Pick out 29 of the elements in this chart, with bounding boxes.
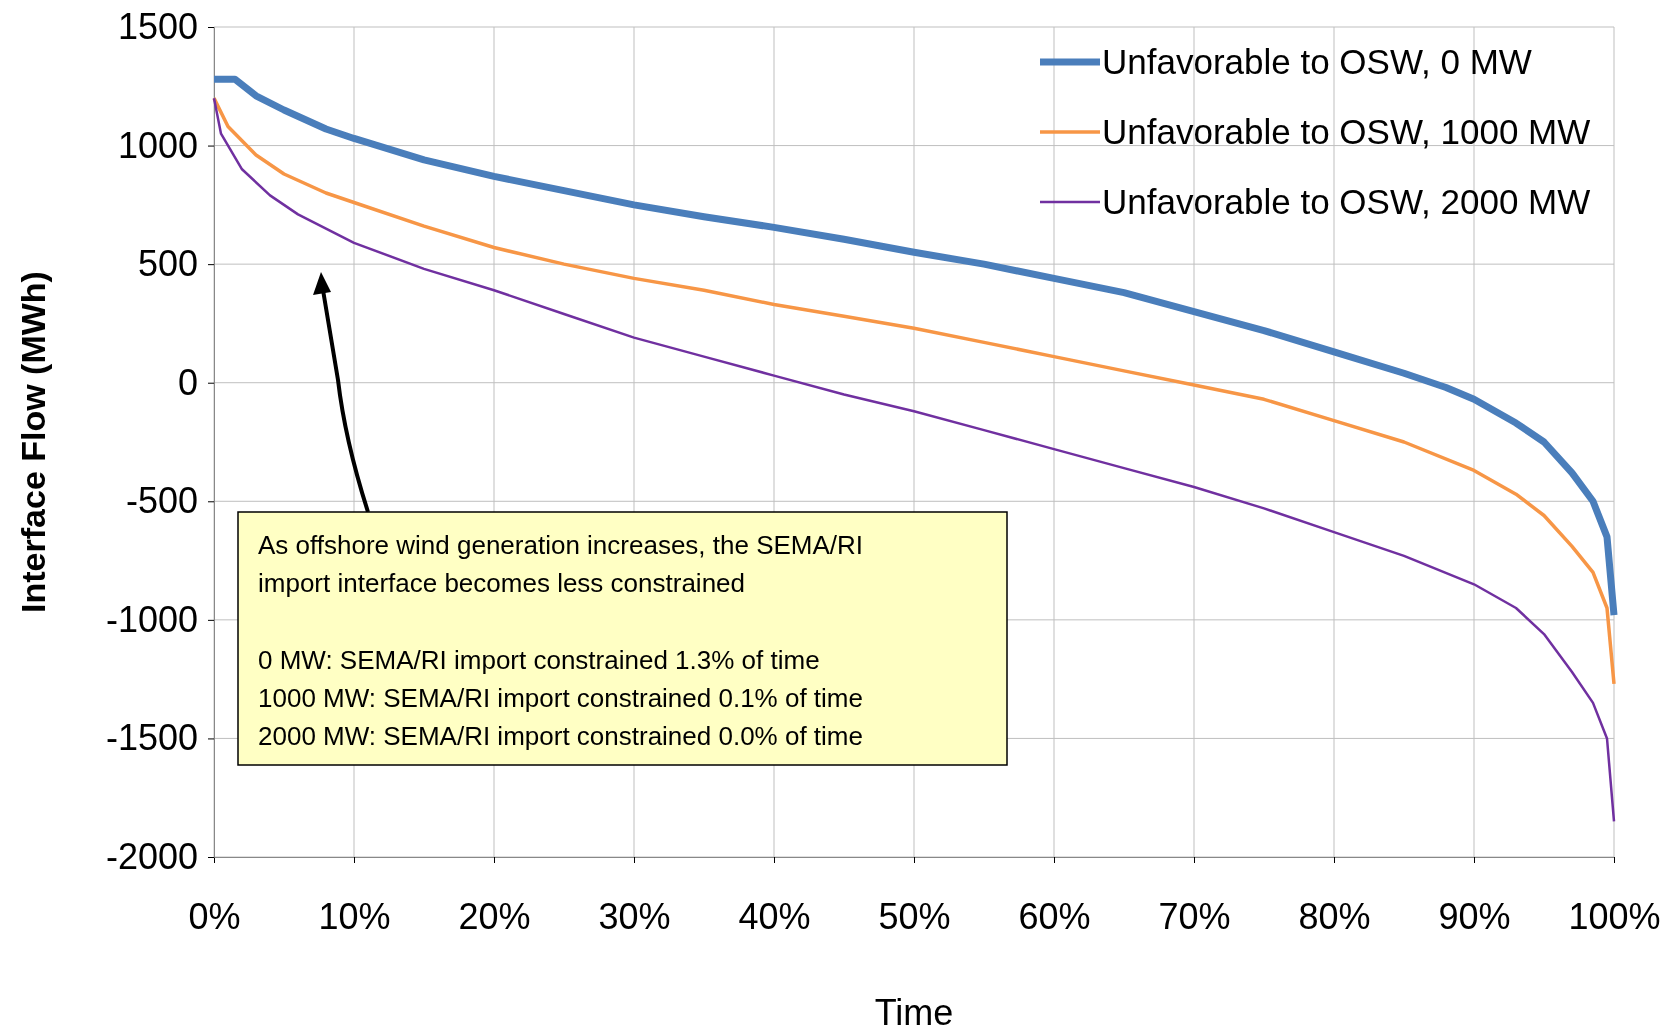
y-tick-label: 500 [137,243,198,285]
x-tick-label: 100% [1568,895,1661,937]
y-tick-label: -1500 [105,717,198,759]
x-tick-label: 60% [1018,895,1091,937]
x-tick-label: 0% [188,895,241,937]
line-series [212,96,1616,823]
x-tick-label: 50% [878,895,951,937]
annotation: 1000 MW: SEMA/RI import constrained 0.1% of time [258,683,863,713]
y-axis-title: Interface Flow (MWh) [14,271,52,613]
x-tick-label: 80% [1298,895,1371,937]
x-tick-label: 90% [1438,895,1511,937]
annotation: 2000 MW: SEMA/RI import constrained 0.0% of time [258,721,863,751]
y-tick-label: -500 [125,480,198,522]
y-tick-label: -1000 [105,598,198,640]
legend-label: Unfavorable to OSW, 1000 MW [1102,112,1591,151]
legend-label: Unfavorable to OSW, 2000 MW [1102,182,1591,221]
x-tick-label: 70% [1158,895,1231,937]
y-tick-label: -2000 [105,836,198,878]
y-tick-label: 1500 [117,6,198,48]
x-tick-label: 20% [458,895,531,937]
y-tick-label: 0 [177,361,198,403]
legend-label: Unfavorable to OSW, 0 MW [1102,42,1532,81]
x-axis-title: Time [874,992,954,1028]
x-tick-label: 10% [318,895,391,937]
x-tick-label: 40% [738,895,811,937]
y-tick-label: 1000 [117,124,198,166]
annotation: 0 MW: SEMA/RI import constrained 1.3% of time [258,645,820,675]
annotation: As offshore wind generation increases, the SEMA/RI import interface becomes less constrained [258,530,864,598]
x-tick-label: 30% [598,895,671,937]
